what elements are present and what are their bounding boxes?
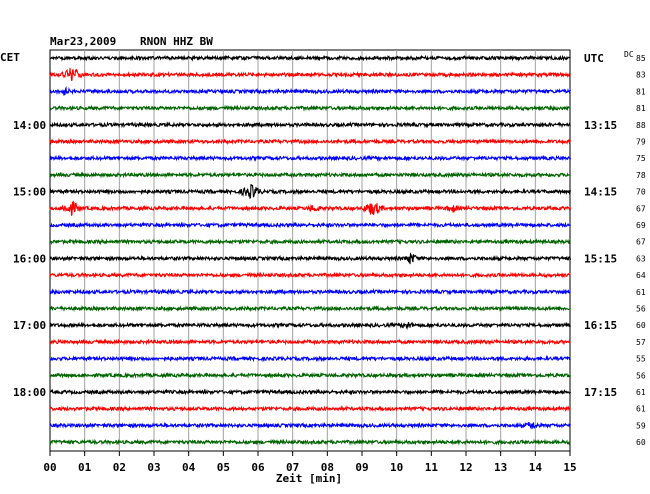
grid-layer	[49, 49, 571, 456]
seismogram-trace	[49, 321, 571, 330]
plot-frame	[49, 49, 571, 452]
x-tick-label: 00	[43, 461, 56, 474]
dc-value-label: 57	[636, 338, 646, 347]
right-time-label: 14:15	[584, 186, 617, 199]
seismogram-trace	[49, 404, 571, 413]
seismogram-trace	[49, 338, 571, 346]
seismogram-trace	[49, 237, 571, 246]
seismogram-trace	[49, 85, 572, 96]
dc-value-label: 59	[636, 421, 646, 430]
trace-layer	[49, 54, 572, 446]
x-tick-label: 13	[494, 461, 507, 474]
seismogram-trace	[49, 252, 572, 265]
seismogram-trace	[49, 171, 571, 179]
dc-value-label: 83	[636, 71, 646, 80]
x-tick-label: 10	[390, 461, 403, 474]
chart-title-date: Mar23,2009	[50, 35, 116, 48]
x-tick-label: 15	[563, 461, 576, 474]
dc-header-label: DC	[624, 50, 634, 59]
seismogram-trace	[49, 371, 572, 380]
chart-title-station: RNON HHZ BW	[140, 35, 213, 48]
dc-value-label: 67	[636, 238, 646, 247]
seismogram-trace	[49, 104, 571, 112]
right-time-label: 16:15	[584, 319, 617, 332]
seismogram-trace	[49, 54, 571, 62]
x-axis-label: Zeit [min]	[276, 472, 342, 485]
dc-value-label: 61	[636, 388, 646, 397]
dc-value-label: 64	[636, 271, 646, 280]
seismogram-trace	[49, 154, 572, 162]
left-time-label: 14:00	[13, 119, 46, 132]
dc-value-label: 81	[636, 87, 646, 96]
right-time-label: UTC	[584, 52, 604, 65]
left-time-label: 17:00	[13, 319, 46, 332]
left-time-label: 16:00	[13, 252, 46, 265]
dc-value-label: 63	[636, 254, 646, 263]
dc-value-label: 55	[636, 355, 646, 364]
x-tick-label: 03	[147, 461, 160, 474]
left-time-label: 15:00	[13, 186, 46, 199]
x-tick-label: 04	[182, 461, 196, 474]
seismogram-trace	[49, 354, 571, 363]
seismogram-trace	[49, 304, 572, 313]
seismogram-trace	[49, 200, 572, 216]
seismogram-trace	[49, 221, 572, 229]
x-tick-label: 12	[459, 461, 472, 474]
seismogram-trace	[49, 438, 571, 446]
left-zone-label: CET	[0, 51, 20, 64]
dc-value-label: 60	[636, 438, 646, 447]
right-time-label: 13:15	[584, 119, 617, 132]
seismogram-trace	[49, 271, 571, 279]
seismogram-trace	[49, 388, 572, 396]
dc-value-label: 78	[636, 171, 646, 180]
dc-value-label: 75	[636, 154, 646, 163]
dc-value-label: 56	[636, 305, 646, 314]
x-tick-label: 06	[251, 461, 265, 474]
dc-value-label: 69	[636, 221, 646, 230]
seismogram-trace	[49, 137, 572, 146]
dc-value-label: 88	[636, 121, 646, 130]
dc-value-label: 81	[636, 104, 646, 113]
dc-value-label: 60	[636, 321, 646, 330]
seismogram-trace	[49, 121, 571, 129]
x-tick-label: 01	[78, 461, 92, 474]
right-time-label: 15:15	[584, 252, 617, 265]
x-tick-label: 09	[355, 461, 368, 474]
left-time-label: 18:00	[13, 386, 46, 399]
right-time-label: 17:15	[584, 386, 617, 399]
x-tick-label: 11	[425, 461, 439, 474]
dc-value-label: 61	[636, 405, 646, 414]
dc-value-label: 85	[636, 54, 646, 63]
x-tick-label: 08	[321, 461, 334, 474]
label-layer: 00 01 02 03 04 05 06 07 08 09 10 11 12 13 14 15 85 83 81 81…	[13, 52, 646, 474]
dc-value-label: 56	[636, 371, 646, 380]
dc-value-label: 61	[636, 288, 646, 297]
x-tick-label: 02	[113, 461, 126, 474]
seismogram-trace	[49, 67, 571, 81]
dc-value-label: 79	[636, 138, 646, 147]
seismogram-trace	[49, 184, 572, 200]
seismogram-trace	[49, 288, 571, 296]
seismogram-trace	[49, 421, 571, 430]
dc-value-label: 67	[636, 204, 646, 213]
x-tick-label: 07	[286, 461, 299, 474]
x-tick-label: 05	[217, 461, 230, 474]
x-tick-label: 14	[529, 461, 543, 474]
dc-value-label: 70	[636, 188, 646, 197]
